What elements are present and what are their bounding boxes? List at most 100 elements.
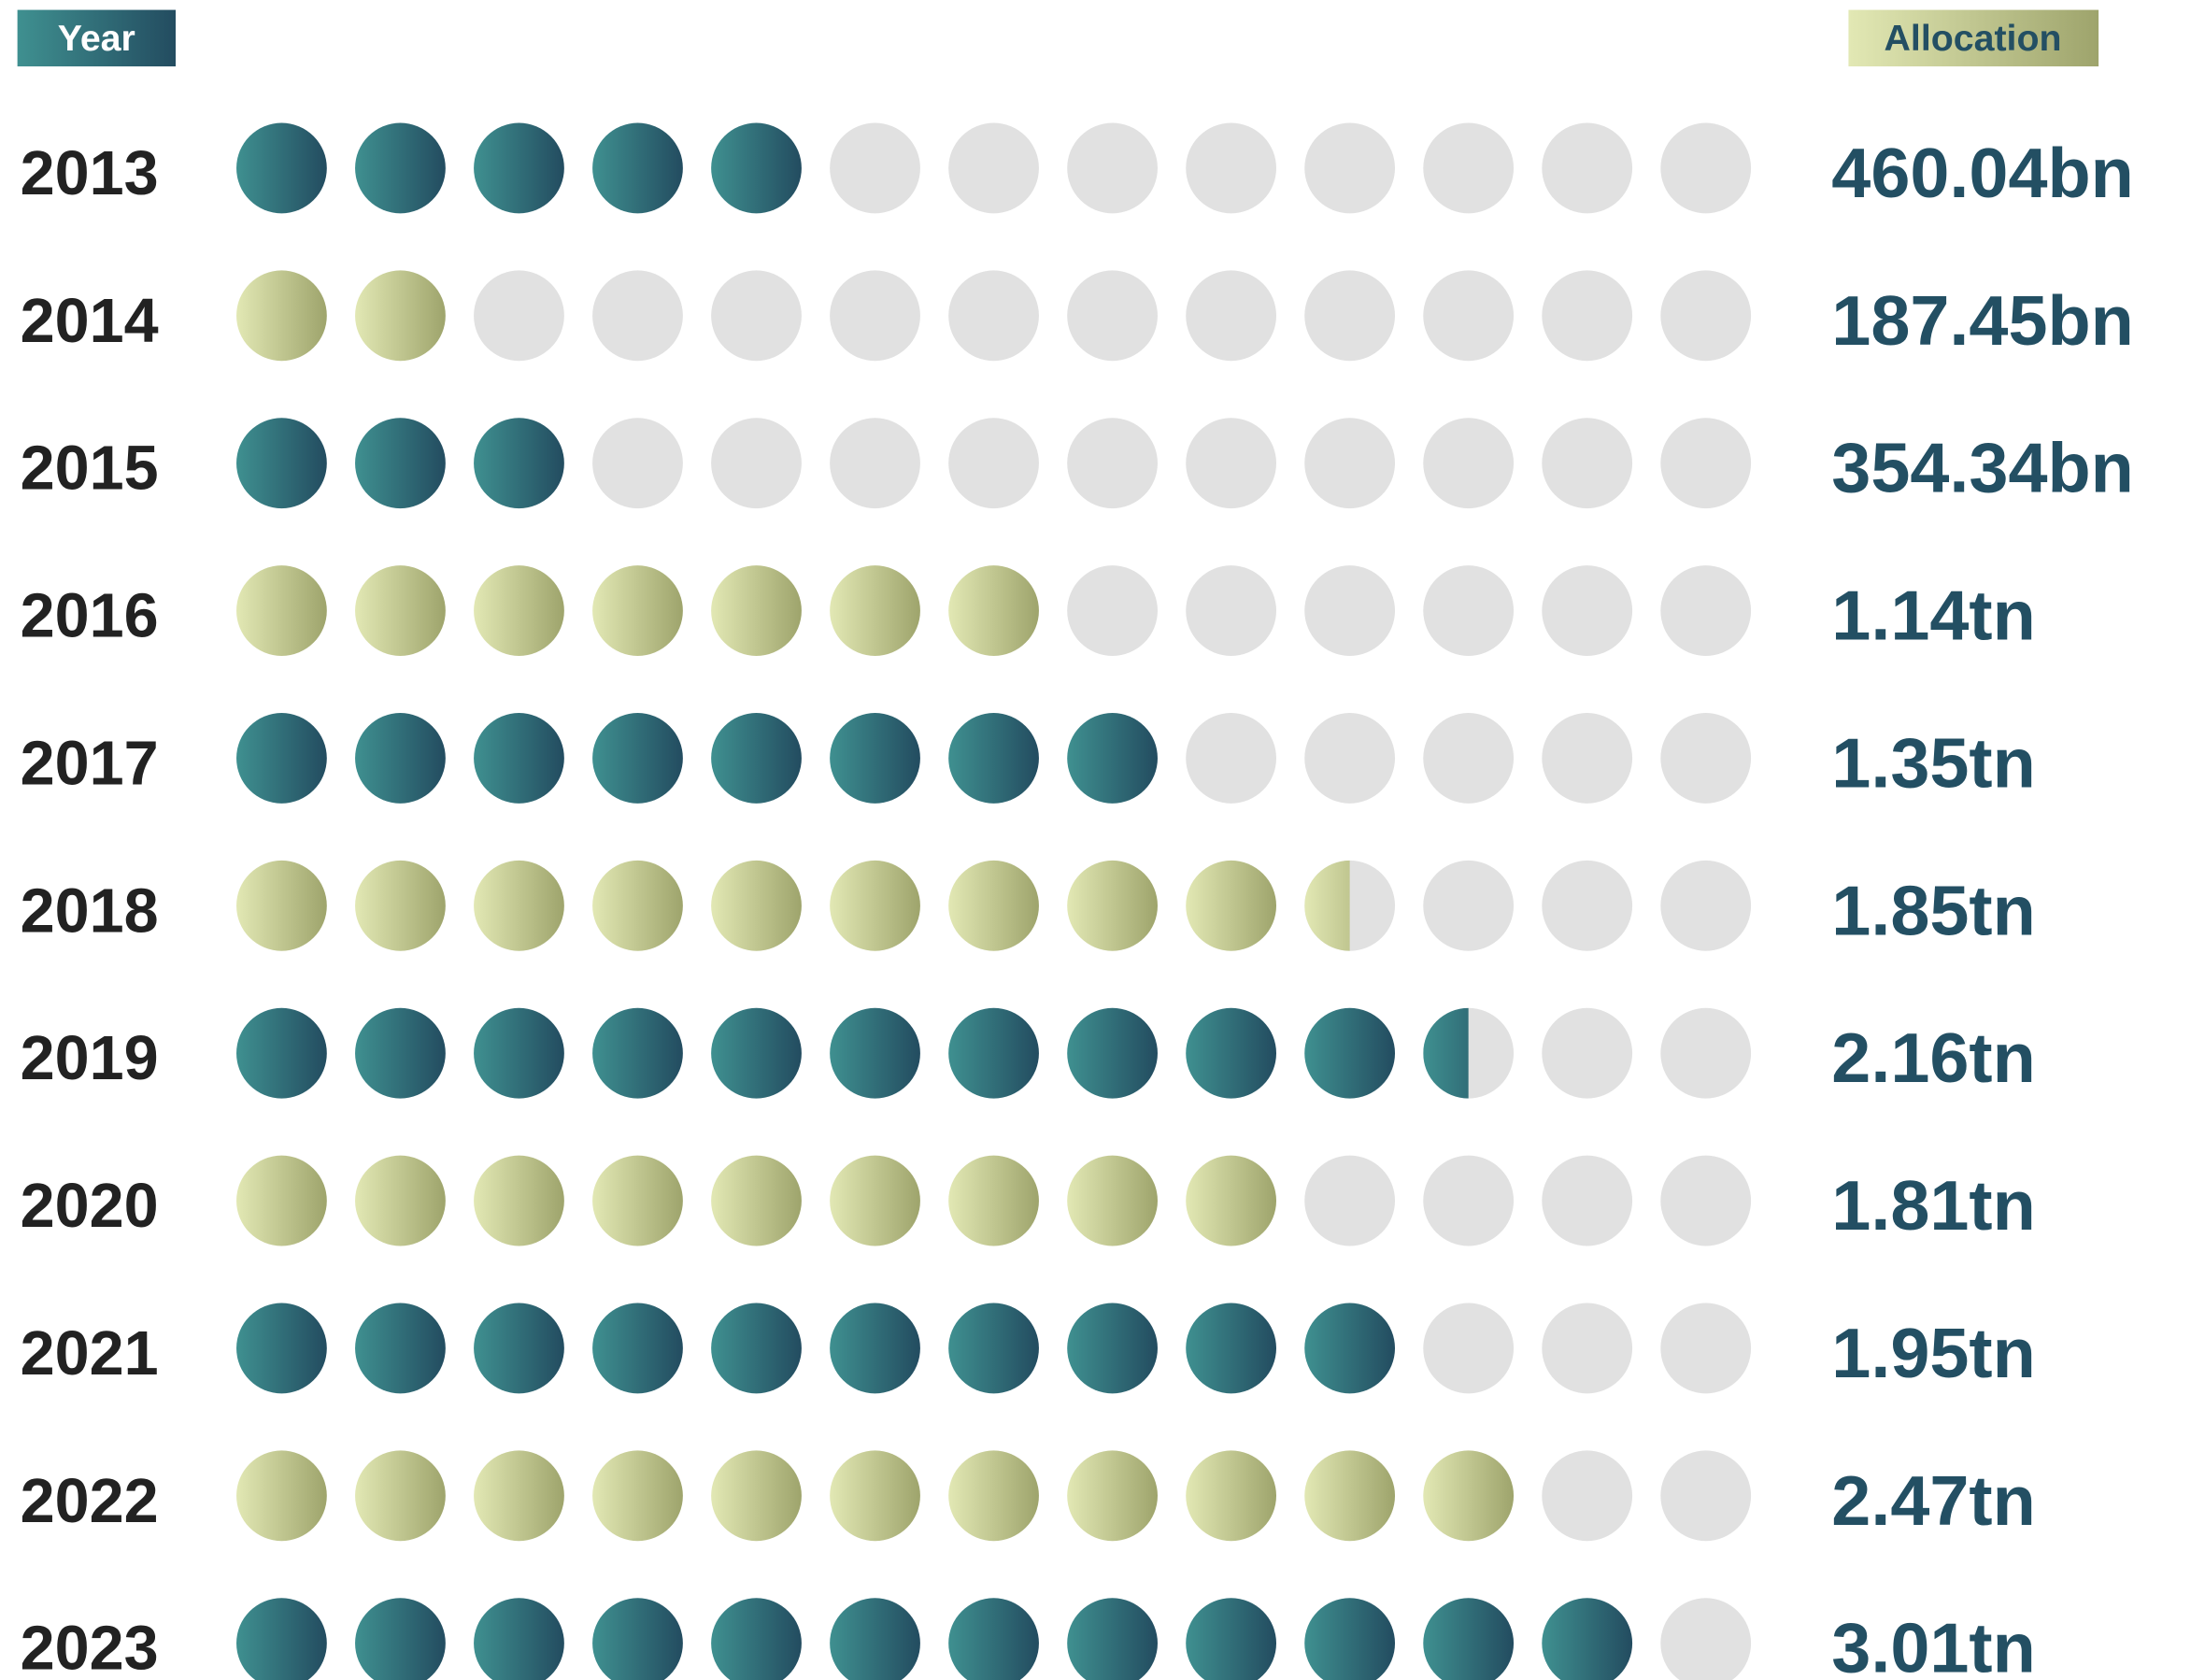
filled-dot — [474, 1598, 564, 1680]
empty-dot — [711, 270, 802, 362]
filled-dot — [592, 1155, 683, 1246]
filled-dot — [1067, 1598, 1158, 1680]
allocation-header-box — [1848, 9, 2099, 67]
allocation-label: 2.47tn — [1831, 1462, 2035, 1541]
empty-dot — [1542, 1450, 1633, 1542]
filled-dot — [355, 270, 446, 362]
empty-dot — [1423, 1155, 1515, 1246]
empty-dot — [948, 122, 1039, 214]
empty-dot — [1660, 122, 1752, 214]
filled-dot — [474, 565, 564, 656]
filled-dot — [948, 1155, 1039, 1246]
filled-dot — [592, 1450, 683, 1542]
empty-dot — [1542, 270, 1633, 362]
filled-dot — [830, 1007, 920, 1099]
filled-dot — [1186, 1155, 1276, 1246]
filled-dot — [236, 713, 327, 804]
filled-dot — [711, 1303, 802, 1394]
filled-dot — [1423, 1007, 1469, 1099]
empty-dot — [474, 270, 564, 362]
year-label: 2022 — [21, 1467, 159, 1536]
filled-dot — [1186, 860, 1276, 951]
empty-dot — [1660, 565, 1752, 656]
empty-dot — [1067, 418, 1158, 509]
filled-dot — [1304, 860, 1350, 951]
empty-dot — [1542, 860, 1633, 951]
filled-dot — [236, 1007, 327, 1099]
filled-dot — [592, 1007, 683, 1099]
filled-dot — [1067, 1303, 1158, 1394]
filled-dot — [1067, 1155, 1158, 1246]
filled-dot — [711, 1450, 802, 1542]
empty-dot — [1660, 1303, 1752, 1394]
empty-dot — [1542, 1303, 1633, 1394]
filled-dot — [236, 1303, 327, 1394]
filled-dot — [355, 1450, 446, 1542]
filled-dot — [1186, 1450, 1276, 1542]
empty-dot — [1660, 713, 1752, 804]
year-label: 2017 — [21, 729, 159, 798]
filled-dot — [236, 565, 327, 656]
filled-dot — [711, 1007, 802, 1099]
empty-dot — [1542, 1155, 1633, 1246]
filled-dot — [592, 565, 683, 656]
filled-dot — [830, 713, 920, 804]
year-label: 2018 — [21, 876, 159, 946]
allocation-label: 2.16tn — [1831, 1019, 2035, 1098]
empty-dot — [948, 270, 1039, 362]
filled-dot — [355, 1598, 446, 1680]
empty-dot — [1423, 565, 1515, 656]
filled-dot — [1067, 1007, 1158, 1099]
filled-dot — [1423, 1598, 1515, 1680]
filled-dot — [948, 1303, 1039, 1394]
year-label: 2021 — [21, 1319, 159, 1388]
empty-dot — [711, 418, 802, 509]
empty-dot — [1660, 1598, 1752, 1680]
empty-dot — [1542, 713, 1633, 804]
allocation-label: 460.04bn — [1831, 135, 2134, 213]
empty-dot — [1660, 1450, 1752, 1542]
empty-dot — [1186, 565, 1276, 656]
filled-dot — [711, 122, 802, 214]
empty-dot — [1304, 122, 1396, 214]
filled-dot — [355, 713, 446, 804]
allocation-label: 1.95tn — [1831, 1315, 2035, 1393]
allocation-label: 1.14tn — [1831, 577, 2035, 656]
filled-dot — [830, 1598, 920, 1680]
filled-dot — [236, 418, 327, 509]
filled-dot — [236, 1598, 327, 1680]
filled-dot — [474, 1303, 564, 1394]
filled-dot — [236, 1155, 327, 1246]
empty-dot — [1304, 418, 1396, 509]
empty-dot — [1423, 418, 1515, 509]
allocation-label: 354.34bn — [1831, 430, 2134, 508]
filled-dot — [830, 1303, 920, 1394]
filled-dot — [355, 565, 446, 656]
year-label: 2014 — [21, 287, 159, 356]
filled-dot — [830, 1155, 920, 1246]
filled-dot — [474, 1450, 564, 1542]
allocation-label: 1.85tn — [1831, 872, 2035, 950]
filled-dot — [711, 1598, 802, 1680]
empty-dot — [592, 418, 683, 509]
empty-dot — [1186, 713, 1276, 804]
empty-dot — [1542, 1007, 1633, 1099]
filled-dot — [948, 713, 1039, 804]
empty-dot — [1660, 270, 1752, 362]
allocation-label: 187.45bn — [1831, 282, 2134, 361]
year-label: 2015 — [21, 434, 159, 504]
filled-dot — [711, 1155, 802, 1246]
empty-dot — [830, 418, 920, 509]
filled-dot — [1304, 1450, 1396, 1542]
empty-dot — [1423, 1303, 1515, 1394]
filled-dot — [830, 565, 920, 656]
empty-dot — [1423, 122, 1515, 214]
empty-dot — [1542, 418, 1633, 509]
filled-dot — [474, 1155, 564, 1246]
filled-dot — [1186, 1007, 1276, 1099]
filled-dot — [1304, 1598, 1396, 1680]
filled-dot — [474, 1007, 564, 1099]
empty-dot — [1067, 122, 1158, 214]
filled-dot — [355, 122, 446, 214]
